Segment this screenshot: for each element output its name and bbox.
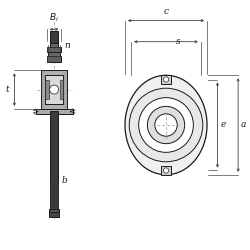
Bar bbox=[45, 75, 64, 104]
Circle shape bbox=[155, 114, 177, 136]
Bar bbox=[50, 111, 58, 212]
Bar bbox=[50, 30, 58, 60]
Bar bbox=[47, 47, 61, 52]
Circle shape bbox=[148, 106, 185, 144]
Ellipse shape bbox=[125, 75, 207, 175]
Text: e: e bbox=[220, 120, 226, 130]
Bar bbox=[161, 166, 171, 175]
Text: c: c bbox=[164, 7, 168, 16]
Bar bbox=[45, 80, 48, 99]
Bar bbox=[50, 212, 59, 217]
Text: t: t bbox=[5, 85, 9, 94]
Text: n: n bbox=[64, 41, 70, 50]
Text: s: s bbox=[176, 37, 180, 46]
Circle shape bbox=[50, 85, 58, 94]
Text: b: b bbox=[62, 176, 67, 186]
Circle shape bbox=[164, 77, 169, 82]
Bar bbox=[36, 109, 72, 114]
Circle shape bbox=[164, 168, 169, 173]
Bar bbox=[47, 56, 61, 62]
Text: $B_i$: $B_i$ bbox=[49, 11, 59, 24]
Text: a: a bbox=[241, 120, 246, 130]
Bar bbox=[60, 80, 64, 99]
Bar bbox=[49, 209, 59, 212]
Bar bbox=[50, 43, 58, 47]
Circle shape bbox=[139, 98, 193, 152]
Bar bbox=[41, 70, 67, 109]
Bar bbox=[161, 75, 171, 84]
Bar bbox=[48, 52, 60, 56]
Circle shape bbox=[129, 88, 203, 162]
